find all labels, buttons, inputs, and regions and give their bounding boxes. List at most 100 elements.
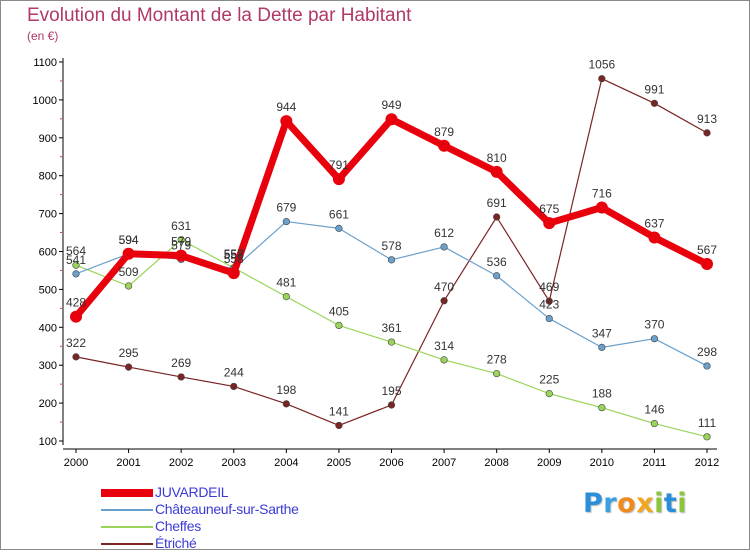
data-point-1 bbox=[650, 335, 659, 343]
data-point-2 bbox=[335, 321, 343, 330]
data-point-1 bbox=[72, 270, 80, 278]
x-tick-label: 2006 bbox=[379, 457, 403, 469]
chart-title: Evolution du Montant de la Dette par Hab… bbox=[27, 5, 412, 26]
data-point-0 bbox=[280, 115, 293, 128]
legend-item-cheffes: Cheffes bbox=[101, 518, 401, 535]
x-tick-label: 2005 bbox=[327, 457, 351, 469]
data-point-3 bbox=[493, 213, 501, 221]
data-point-2 bbox=[177, 236, 185, 244]
proxiti-logo[interactable]: Proxiti bbox=[583, 488, 687, 519]
y-tick-label: 200 bbox=[39, 398, 57, 410]
data-label-2: 314 bbox=[434, 339, 454, 353]
x-tick-label: 2001 bbox=[116, 457, 140, 469]
legend-swatch-etriche bbox=[101, 543, 153, 545]
logo-letter: P bbox=[583, 488, 604, 519]
data-point-0 bbox=[648, 231, 661, 244]
x-tick-label: 2003 bbox=[222, 457, 246, 469]
y-tick-label: 800 bbox=[39, 171, 57, 183]
data-label-0: 675 bbox=[539, 202, 559, 216]
logo-letter: i bbox=[654, 488, 664, 519]
data-point-0 bbox=[438, 139, 451, 152]
data-label-1: 536 bbox=[487, 255, 507, 269]
data-point-1 bbox=[598, 343, 606, 351]
data-label-1: 679 bbox=[276, 201, 296, 215]
data-point-0 bbox=[595, 201, 608, 214]
y-tick-label: 700 bbox=[39, 209, 57, 221]
data-point-2 bbox=[124, 282, 133, 290]
data-label-3: 141 bbox=[329, 404, 349, 418]
data-label-1: 612 bbox=[434, 226, 454, 240]
data-label-0: 558 bbox=[224, 252, 244, 266]
data-label-1: 370 bbox=[644, 318, 664, 332]
data-point-1 bbox=[387, 256, 396, 264]
data-label-2: 405 bbox=[329, 304, 349, 318]
data-label-3: 991 bbox=[644, 82, 664, 96]
data-point-2 bbox=[598, 404, 606, 412]
x-tick-label: 2004 bbox=[274, 457, 298, 469]
data-label-3: 691 bbox=[487, 196, 507, 210]
y-tick-label: 1100 bbox=[33, 57, 57, 69]
data-label-1: 423 bbox=[539, 298, 559, 312]
data-label-1: 558 bbox=[224, 248, 244, 262]
data-label-2: 111 bbox=[698, 416, 717, 430]
y-tick-label: 500 bbox=[39, 284, 57, 296]
data-point-3 bbox=[124, 363, 133, 371]
data-label-3: 469 bbox=[539, 280, 559, 294]
logo-letter: t bbox=[663, 488, 678, 519]
x-tick-label: 2010 bbox=[590, 457, 614, 469]
legend-swatch-cheffes bbox=[101, 526, 153, 528]
data-point-1 bbox=[282, 217, 290, 226]
data-point-3 bbox=[598, 75, 606, 83]
data-label-0: 810 bbox=[487, 151, 507, 165]
data-point-1 bbox=[493, 272, 501, 280]
data-point-3 bbox=[282, 400, 290, 408]
legend-label-etriche: Étriché bbox=[155, 535, 197, 551]
data-point-3 bbox=[650, 99, 659, 107]
data-point-2 bbox=[493, 369, 501, 378]
y-tick-label: 300 bbox=[39, 360, 57, 372]
data-label-3: 195 bbox=[381, 384, 401, 398]
y-tick-label: 600 bbox=[39, 247, 57, 259]
data-label-0: 879 bbox=[434, 125, 454, 139]
x-tick-label: 2009 bbox=[537, 457, 561, 469]
y-tick-label: 100 bbox=[39, 436, 57, 448]
data-label-2: 631 bbox=[171, 219, 191, 233]
data-label-1: 347 bbox=[592, 326, 612, 340]
data-label-1: 578 bbox=[381, 239, 401, 253]
data-point-0 bbox=[227, 267, 240, 280]
data-point-0 bbox=[175, 249, 188, 262]
data-point-3 bbox=[335, 421, 343, 430]
data-point-1 bbox=[335, 224, 343, 232]
data-point-3 bbox=[545, 297, 553, 305]
data-point-2 bbox=[703, 433, 711, 441]
data-label-1: 298 bbox=[697, 345, 717, 359]
data-label-0: 579 bbox=[171, 235, 191, 249]
x-tick-label: 2007 bbox=[432, 457, 456, 469]
data-point-3 bbox=[177, 373, 185, 381]
data-label-0: 716 bbox=[592, 187, 612, 201]
data-label-3: 244 bbox=[224, 365, 244, 379]
x-tick-label: 2012 bbox=[695, 457, 719, 469]
x-tick-label: 2008 bbox=[484, 457, 508, 469]
chart-unit-label: (en €) bbox=[27, 29, 59, 43]
data-label-3: 269 bbox=[171, 356, 191, 370]
data-label-2: 481 bbox=[276, 276, 296, 290]
data-point-1 bbox=[703, 362, 711, 370]
data-label-2: 557 bbox=[224, 247, 244, 261]
data-label-3: 295 bbox=[119, 346, 139, 360]
legend-label-juvardeil: JUVARDEIL bbox=[155, 484, 229, 500]
data-point-0 bbox=[543, 217, 556, 230]
data-label-3: 198 bbox=[276, 383, 296, 397]
logo-letter: r bbox=[603, 488, 618, 519]
data-label-3: 322 bbox=[66, 336, 86, 350]
data-point-0 bbox=[490, 165, 503, 178]
legend-label-chateauneuf: Châteauneuf-sur-Sarthe bbox=[155, 501, 299, 517]
legend-swatch-chateauneuf bbox=[101, 509, 153, 511]
data-label-1: 594 bbox=[119, 233, 139, 247]
data-label-2: 361 bbox=[381, 321, 401, 335]
data-label-2: 225 bbox=[539, 373, 559, 387]
data-label-0: 567 bbox=[697, 243, 717, 257]
y-tick-label: 900 bbox=[39, 133, 57, 145]
